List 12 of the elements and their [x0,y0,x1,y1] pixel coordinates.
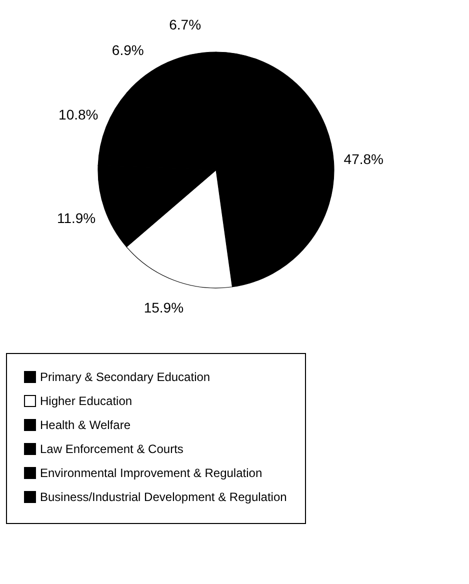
legend-label: Law Enforcement & Courts [40,442,184,456]
legend-label: Business/Industrial Development & Regulation [40,490,287,504]
legend-label: Health & Welfare [40,418,131,432]
legend-label: Higher Education [40,394,132,408]
data-label: 47.8% [344,150,384,167]
legend-label: Environmental Improvement & Regulation [40,466,262,480]
legend-label: Primary & Secondary Education [40,370,210,384]
data-label: 10.8% [58,106,98,123]
data-label: 15.9% [144,299,184,316]
data-label: 6.9% [112,42,144,58]
data-label: 11.9% [56,210,96,226]
data-label: 6.7% [169,16,202,32]
